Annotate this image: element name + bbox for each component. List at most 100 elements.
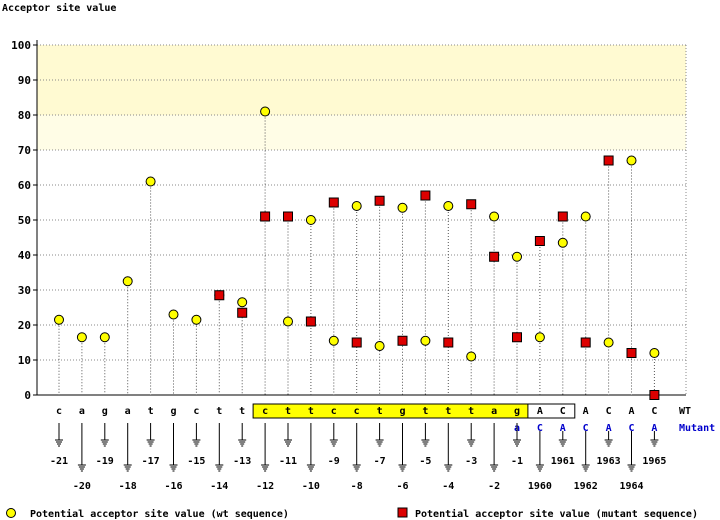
position-marker [306,423,315,472]
wt-point [374,341,385,351]
wt-base: A [537,406,543,417]
wt-base: c [354,406,360,417]
position-marker [192,423,201,447]
position-label: -7 [374,456,386,467]
position-marker [169,423,178,472]
wt-row-label: WT [679,406,691,417]
position-marker [398,423,407,472]
position-marker [650,431,659,447]
position-label: 1960 [528,481,552,492]
wt-base: g [399,406,405,417]
wt-point [76,332,87,343]
mutant-base: A [651,423,657,434]
position-marker [284,423,292,447]
wt-point [603,337,614,348]
position-marker [261,423,270,472]
mutant-point [420,190,431,201]
wt-base: c [56,406,62,417]
mutant-point [237,307,248,318]
wt-point [466,351,477,362]
position-label: -2 [488,481,500,492]
wt-point [99,332,110,343]
wt-base: a [125,406,131,417]
legend-mutant: Potential acceptor site value (mutant se… [397,507,698,520]
position-label: 1962 [574,481,598,492]
position-marker [123,423,132,472]
position-marker [146,423,155,447]
wt-point [351,201,362,211]
sequence-box [252,403,530,419]
legend-wt: Potential acceptor site value (wt sequen… [6,508,289,520]
position-marker [215,423,224,472]
position-label: -9 [328,456,340,467]
legend-mutant-marker [397,507,408,518]
mutant-point [328,197,339,208]
position-label: -10 [302,481,320,492]
position-marker [627,431,636,472]
position-marker [467,423,476,447]
mutant-point [260,211,271,222]
wt-point [534,332,545,343]
position-label: 1961 [551,456,575,467]
position-label: 1964 [619,481,643,492]
mutant-point [649,390,660,400]
mutant-point [443,337,454,348]
position-label: -1 [511,456,523,467]
chart-title: Acceptor site value [2,2,116,14]
y-tick-label: 100 [11,39,31,52]
wt-base: A [628,406,634,417]
wt-base: t [422,406,428,417]
wt-point [489,211,500,222]
wt-base: g [102,406,108,417]
wt-point [168,309,179,320]
wt-point [260,106,271,117]
wt-base: t [308,406,314,417]
wt-point [557,237,568,248]
wt-base: t [377,406,383,417]
mutant-point [626,348,637,358]
wt-point [122,276,133,287]
mutant-point [283,211,293,222]
position-label: -18 [119,481,137,492]
mutant-point [580,337,591,348]
y-tick-label: 70 [18,144,31,157]
y-axis: 0 10 20 30 40 50 60 70 80 90 100 [11,39,686,402]
y-tick-label: 30 [18,284,31,297]
y-tick-label: 90 [18,74,31,87]
mutant-point [603,155,614,166]
wt-base: g [514,406,520,417]
mutant-point [489,251,500,262]
wt-base: a [491,406,497,417]
position-marker [513,423,521,447]
position-labels: -21 -20 -19 -18 -17 -16 -15 -14 -13 -12 -11 -10 -9 -8… [50,423,666,492]
wt-base: c [262,406,268,417]
legend-mutant-label: Potential acceptor site value (mutant se… [415,508,698,520]
mutant-point [466,199,477,210]
position-marker [535,431,544,472]
mutant-point [397,335,408,346]
position-marker [604,431,613,447]
mutant-base: A [560,423,566,434]
mutant-point [351,337,362,348]
position-marker [490,423,499,472]
stems [58,111,655,395]
mutant-point [374,195,385,206]
mutant-base: C [628,423,634,434]
wt-base: g [170,406,176,417]
legend-wt-label: Potential acceptor site value (wt sequen… [30,508,289,520]
position-label: -14 [210,481,228,492]
position-label: -8 [351,481,363,492]
position-label: 1963 [597,456,621,467]
wt-base: C [560,406,566,417]
position-label: -5 [419,456,431,467]
position-marker [352,423,361,472]
wt-base: C [606,406,612,417]
position-label: -15 [187,456,205,467]
legend: Potential acceptor site value (wt sequen… [6,507,698,520]
grid [37,44,687,395]
wt-point [580,211,591,222]
wt-base: t [148,406,154,417]
wt-base: A [583,406,589,417]
mutant-point [305,316,316,327]
wt-point [145,176,156,187]
